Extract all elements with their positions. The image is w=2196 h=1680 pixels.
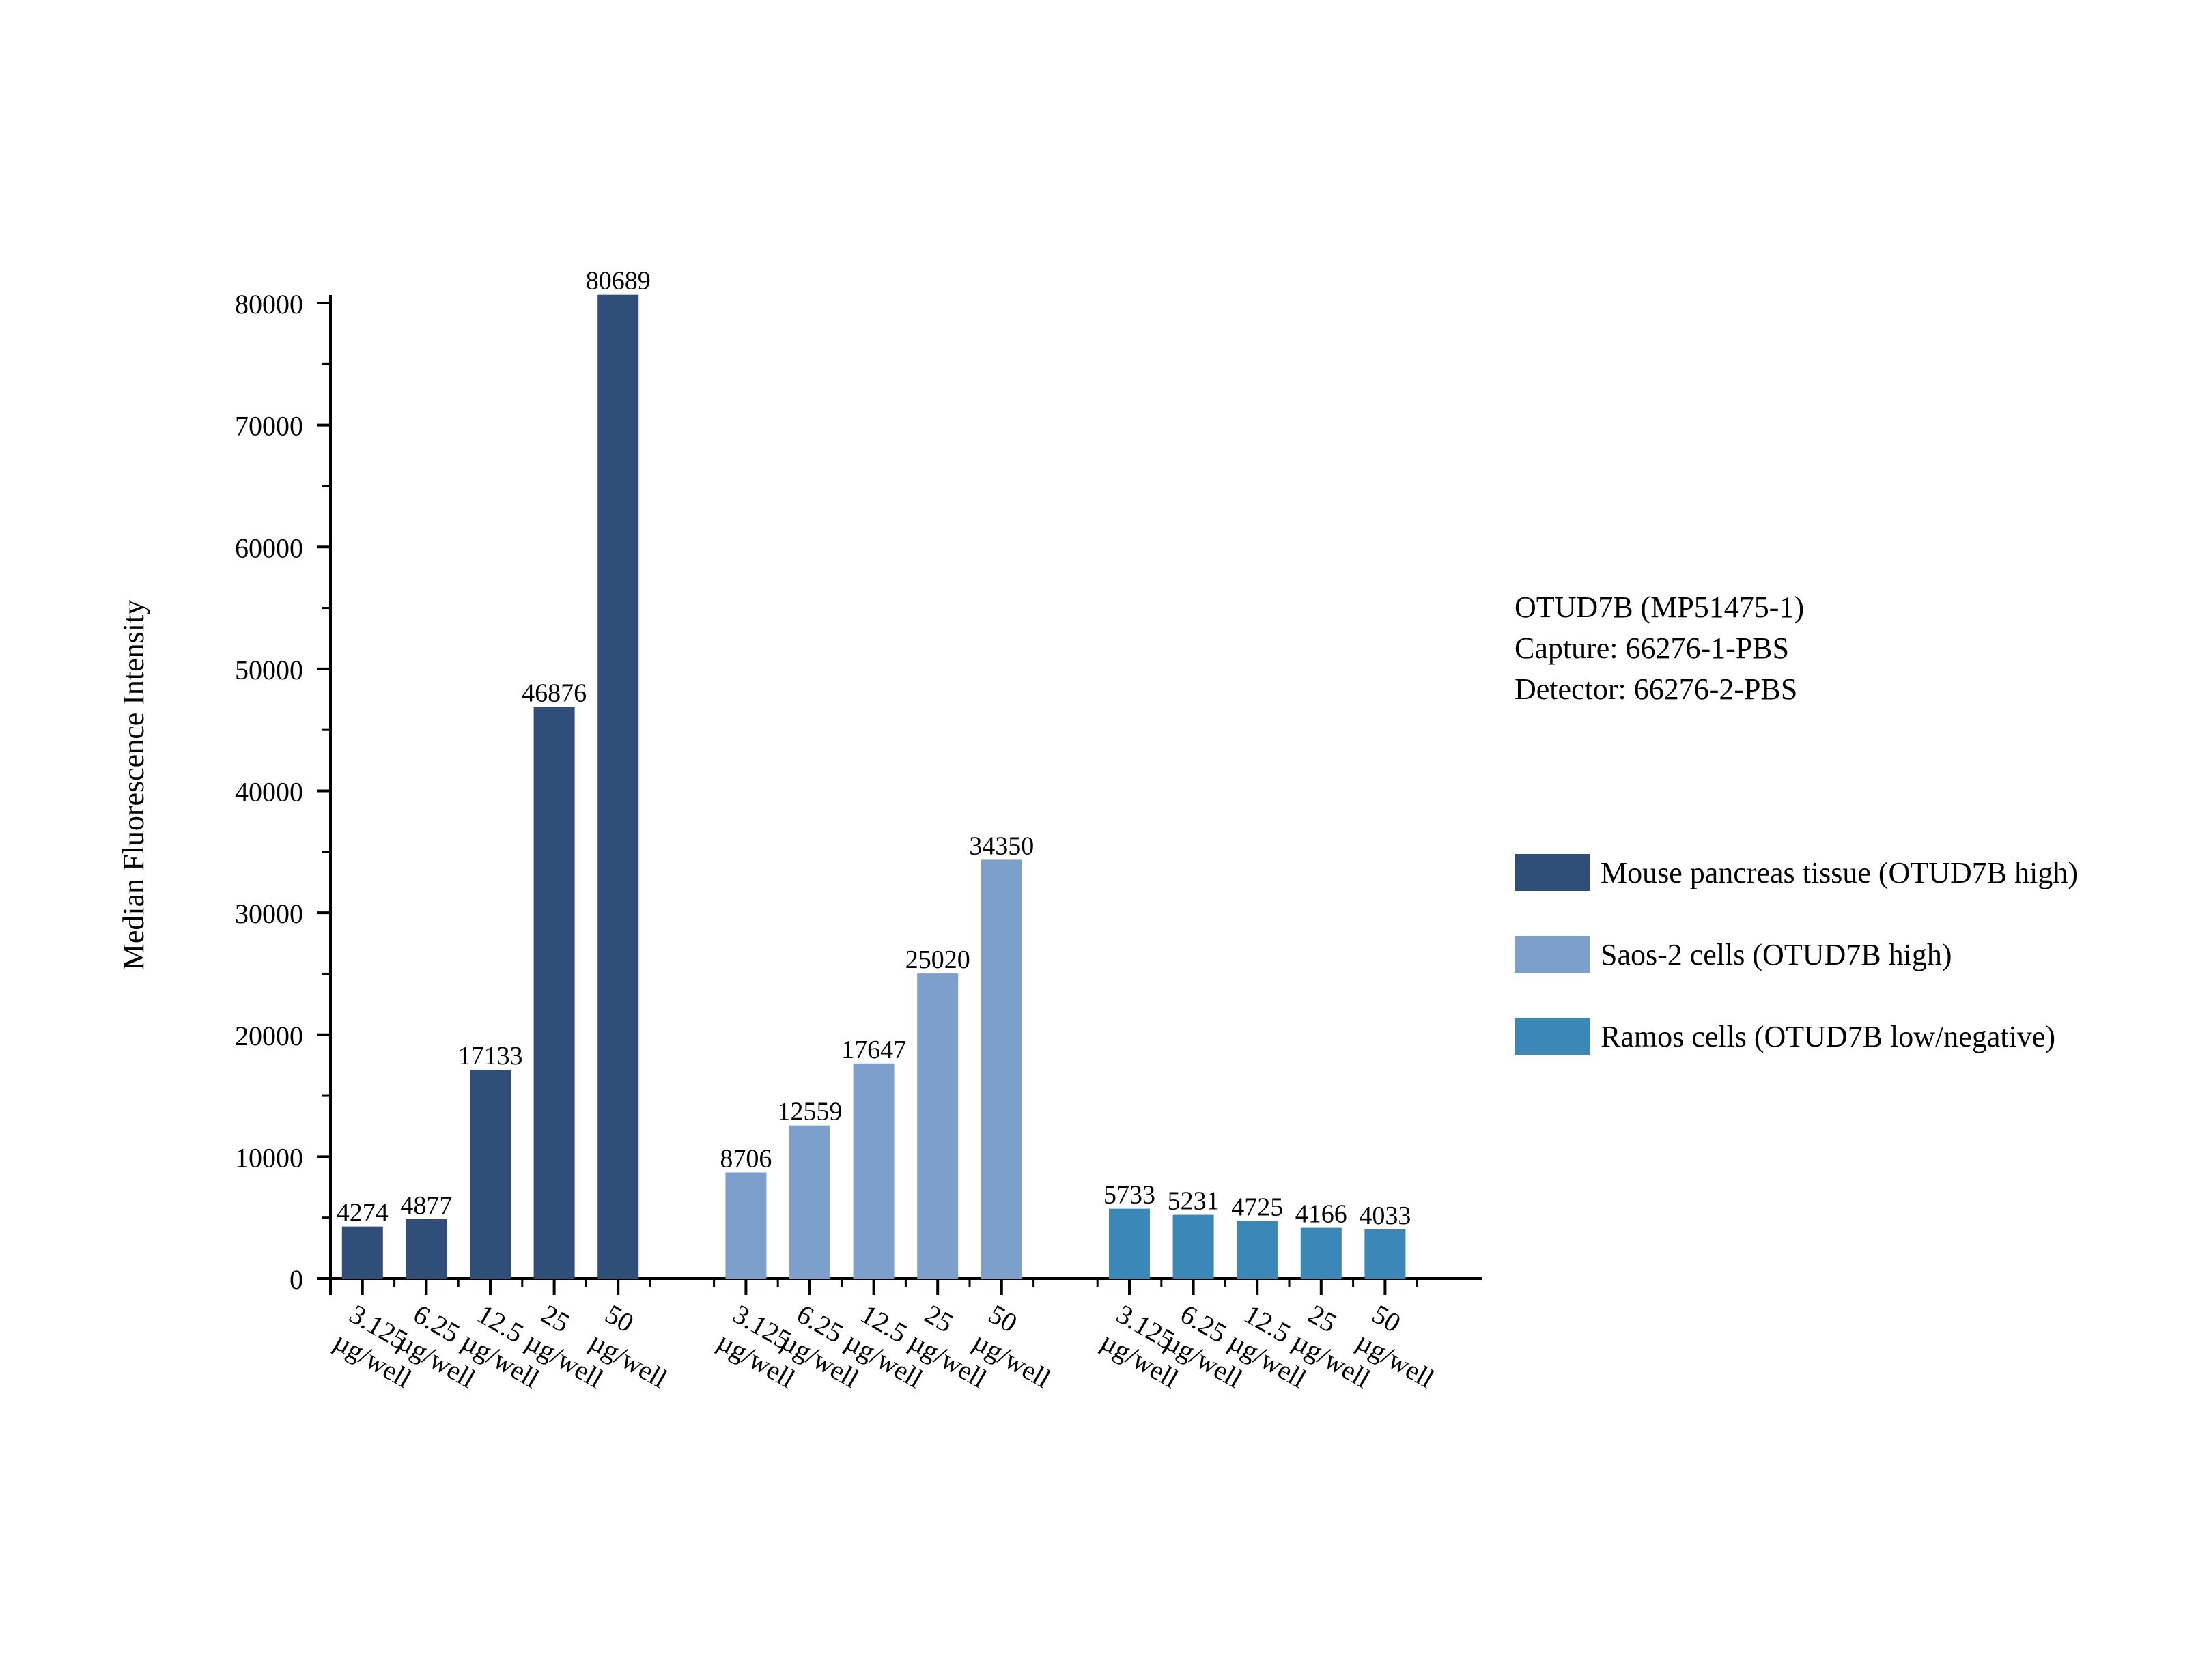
x-tick-labels: 3.125µg/well6.25µg/well12.5µg/well25µg/w…	[328, 1298, 1439, 1394]
bar-value-label: 4033	[1359, 1201, 1411, 1230]
bar-value-label: 34350	[969, 831, 1034, 860]
y-tick-label: 70000	[235, 411, 303, 442]
y-tick-label: 30000	[235, 898, 303, 929]
legend-swatch-ramos	[1515, 1018, 1590, 1055]
bar	[853, 1063, 895, 1279]
y-tick-label: 20000	[235, 1021, 303, 1051]
y-tick-label: 80000	[235, 289, 303, 319]
bar	[725, 1172, 767, 1279]
info-detector: Detector: 66276-2-PBS	[1515, 672, 1798, 706]
bar	[917, 973, 959, 1279]
legend-item-mouse-pancreas: Mouse pancreas tissue (OTUD7B high)	[1515, 831, 2078, 913]
legend-swatch-saos2	[1515, 936, 1590, 973]
bar	[597, 294, 639, 1279]
legend-label-mouse-pancreas: Mouse pancreas tissue (OTUD7B high)	[1601, 855, 2078, 889]
bar	[406, 1219, 447, 1279]
bar	[789, 1125, 830, 1279]
bar	[1364, 1229, 1406, 1279]
bar	[1237, 1221, 1278, 1279]
y-tick-label: 0	[290, 1264, 303, 1295]
bar	[1109, 1208, 1150, 1279]
legend: Mouse pancreas tissue (OTUD7B high) Saos…	[1515, 831, 2078, 1077]
legend-label-saos2: Saos-2 cells (OTUD7B high)	[1601, 937, 1952, 971]
bar	[533, 707, 575, 1279]
y-tick-label: 40000	[235, 777, 303, 808]
bar-value-label: 46876	[522, 679, 587, 708]
bar-value-label: 80689	[586, 267, 651, 296]
y-axis: 0 10000 20000 30000 40000 50000 60000 70000 8000…	[235, 289, 332, 1295]
legend-label-ramos: Ramos cells (OTUD7B low/negative)	[1601, 1019, 2055, 1053]
bar-value-label: 12559	[778, 1098, 843, 1126]
bar-value-label: 5733	[1103, 1181, 1155, 1210]
bar	[341, 1226, 383, 1279]
bar-value-label: 17133	[458, 1042, 523, 1070]
x-axis	[329, 1277, 1482, 1295]
y-axis-title: Median Fluorescence Intensity	[117, 600, 150, 971]
assay-info: OTUD7B (MP51475-1) Capture: 66276-1-PBS …	[1515, 587, 1804, 710]
bar-value-label: 4166	[1295, 1200, 1347, 1229]
info-capture: Capture: 66276-1-PBS	[1515, 631, 1790, 665]
bar	[470, 1069, 511, 1279]
y-tick-label: 50000	[235, 655, 303, 685]
bar	[1172, 1214, 1214, 1279]
bar	[981, 859, 1022, 1279]
bar-value-label: 4877	[400, 1191, 452, 1220]
bar-value-label: 8706	[720, 1144, 772, 1173]
bars	[341, 294, 1406, 1279]
y-tick-label: 60000	[235, 532, 303, 563]
legend-item-ramos: Ramos cells (OTUD7B low/negative)	[1515, 995, 2078, 1077]
y-tick-label: 10000	[235, 1142, 303, 1173]
bar-value-label: 25020	[905, 945, 970, 974]
bar-value-label: 4274	[337, 1199, 389, 1227]
info-antigen: OTUD7B (MP51475-1)	[1515, 590, 1805, 624]
bar-value-label: 5231	[1168, 1187, 1220, 1216]
bar-value-label: 4725	[1231, 1193, 1283, 1222]
legend-item-saos2: Saos-2 cells (OTUD7B high)	[1515, 913, 2078, 995]
legend-swatch-mouse-pancreas	[1515, 854, 1590, 891]
bar	[1300, 1227, 1342, 1279]
bar-value-label: 17647	[841, 1036, 906, 1064]
x-tick-label: 6.25µg/well	[776, 1298, 880, 1394]
